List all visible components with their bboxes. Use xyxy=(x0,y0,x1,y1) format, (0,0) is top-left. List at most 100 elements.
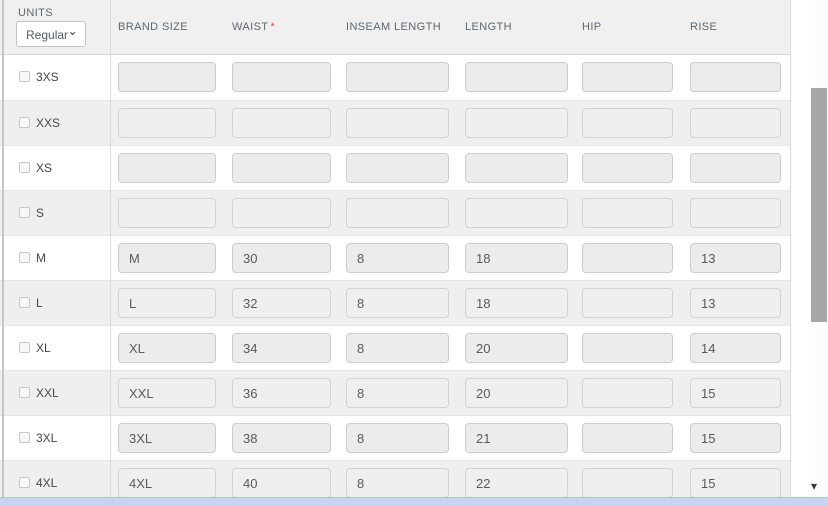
input-length[interactable] xyxy=(465,468,568,498)
input-length[interactable] xyxy=(465,378,568,408)
size-label: XL xyxy=(36,341,51,355)
input-rise[interactable] xyxy=(690,108,781,138)
input-inseam-length[interactable] xyxy=(346,243,449,273)
input-rise[interactable] xyxy=(690,198,781,228)
input-brand-size[interactable] xyxy=(118,468,216,498)
table-header: UNITS Regular ⌄ BRAND SIZE WAIST * INSEAM L… xyxy=(0,0,790,55)
input-hip[interactable] xyxy=(582,423,673,453)
input-hip[interactable] xyxy=(582,468,673,498)
units-label: UNITS xyxy=(18,7,53,19)
size-cell: XXS xyxy=(0,101,110,145)
horizontal-scrollbar[interactable] xyxy=(0,497,828,506)
size-checkbox-4xl[interactable] xyxy=(19,477,30,488)
input-brand-size[interactable] xyxy=(118,153,216,183)
input-inseam-length[interactable] xyxy=(346,288,449,318)
input-brand-size[interactable] xyxy=(118,423,216,453)
size-checkbox-xs[interactable] xyxy=(19,162,30,173)
input-hip[interactable] xyxy=(582,333,673,363)
input-length[interactable] xyxy=(465,108,568,138)
input-length[interactable] xyxy=(465,243,568,273)
scrollbar-thumb[interactable] xyxy=(811,88,827,322)
input-hip[interactable] xyxy=(582,153,673,183)
input-waist[interactable] xyxy=(232,108,331,138)
input-brand-size[interactable] xyxy=(118,288,216,318)
input-brand-size[interactable] xyxy=(118,243,216,273)
input-rise[interactable] xyxy=(690,62,781,92)
input-length[interactable] xyxy=(465,62,568,92)
input-waist[interactable] xyxy=(232,243,331,273)
table-right-border xyxy=(790,0,791,497)
input-length[interactable] xyxy=(465,333,568,363)
size-label: M xyxy=(36,251,46,265)
column-header-length: LENGTH xyxy=(465,21,513,33)
column-header-waist: WAIST * xyxy=(232,21,276,33)
table-row: 3XS xyxy=(0,55,790,100)
input-brand-size[interactable] xyxy=(118,198,216,228)
vertical-scrollbar[interactable] xyxy=(810,0,828,506)
input-inseam-length[interactable] xyxy=(346,153,449,183)
size-checkbox-xxl[interactable] xyxy=(19,387,30,398)
size-cell: M xyxy=(0,236,110,280)
input-rise[interactable] xyxy=(690,333,781,363)
input-inseam-length[interactable] xyxy=(346,198,449,228)
input-inseam-length[interactable] xyxy=(346,333,449,363)
size-checkbox-xxs[interactable] xyxy=(19,117,30,128)
input-waist[interactable] xyxy=(232,288,331,318)
input-brand-size[interactable] xyxy=(118,62,216,92)
input-inseam-length[interactable] xyxy=(346,62,449,92)
input-waist[interactable] xyxy=(232,153,331,183)
size-chart-table: UNITS Regular ⌄ BRAND SIZE WAIST * INSEAM L… xyxy=(0,0,790,505)
input-rise[interactable] xyxy=(690,288,781,318)
input-waist[interactable] xyxy=(232,468,331,498)
table-row: L xyxy=(0,280,790,325)
size-column-divider xyxy=(110,0,111,497)
size-cell: L xyxy=(0,281,110,325)
input-rise[interactable] xyxy=(690,423,781,453)
size-cell: XS xyxy=(0,146,110,190)
table-row: XXS xyxy=(0,100,790,145)
input-inseam-length[interactable] xyxy=(346,108,449,138)
column-header-inseam-length: INSEAM LENGTH xyxy=(346,21,442,33)
input-hip[interactable] xyxy=(582,198,673,228)
input-brand-size[interactable] xyxy=(118,333,216,363)
input-hip[interactable] xyxy=(582,243,673,273)
size-checkbox-xl[interactable] xyxy=(19,342,30,353)
left-border xyxy=(2,0,4,506)
size-cell: XL xyxy=(0,326,110,370)
input-hip[interactable] xyxy=(582,108,673,138)
input-rise[interactable] xyxy=(690,378,781,408)
input-brand-size[interactable] xyxy=(118,108,216,138)
input-waist[interactable] xyxy=(232,423,331,453)
size-checkbox-l[interactable] xyxy=(19,297,30,308)
input-hip[interactable] xyxy=(582,288,673,318)
size-checkbox-m[interactable] xyxy=(19,252,30,263)
input-brand-size[interactable] xyxy=(118,378,216,408)
input-inseam-length[interactable] xyxy=(346,423,449,453)
size-checkbox-3xl[interactable] xyxy=(19,432,30,443)
column-header-hip: HIP xyxy=(582,21,602,33)
input-hip[interactable] xyxy=(582,62,673,92)
table-row: 3XL xyxy=(0,415,790,460)
units-select[interactable]: Regular ⌄ xyxy=(16,21,86,47)
input-length[interactable] xyxy=(465,423,568,453)
scroll-down-icon[interactable]: ▾ xyxy=(811,479,818,493)
size-cell: 4XL xyxy=(0,461,110,505)
size-label: 4XL xyxy=(36,476,58,490)
input-waist[interactable] xyxy=(232,62,331,92)
size-label: S xyxy=(36,206,45,220)
input-rise[interactable] xyxy=(690,153,781,183)
input-length[interactable] xyxy=(465,153,568,183)
input-inseam-length[interactable] xyxy=(346,378,449,408)
table-row: XL xyxy=(0,325,790,370)
input-hip[interactable] xyxy=(582,378,673,408)
size-checkbox-3xs[interactable] xyxy=(19,71,30,82)
input-rise[interactable] xyxy=(690,468,781,498)
input-waist[interactable] xyxy=(232,378,331,408)
input-inseam-length[interactable] xyxy=(346,468,449,498)
input-length[interactable] xyxy=(465,288,568,318)
size-checkbox-s[interactable] xyxy=(19,207,30,218)
input-rise[interactable] xyxy=(690,243,781,273)
input-length[interactable] xyxy=(465,198,568,228)
input-waist[interactable] xyxy=(232,333,331,363)
input-waist[interactable] xyxy=(232,198,331,228)
